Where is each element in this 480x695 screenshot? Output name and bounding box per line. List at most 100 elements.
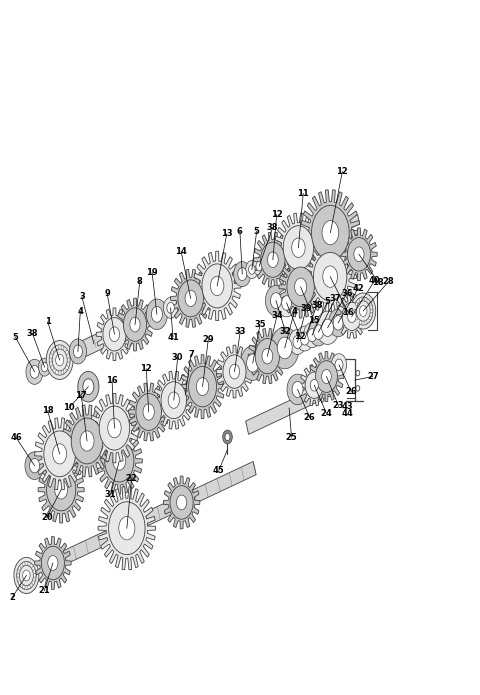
Circle shape <box>14 557 39 594</box>
Circle shape <box>49 358 52 362</box>
Polygon shape <box>76 329 109 359</box>
Circle shape <box>229 364 240 379</box>
Circle shape <box>369 302 371 306</box>
Circle shape <box>23 585 25 589</box>
Circle shape <box>38 358 51 376</box>
Circle shape <box>331 354 347 376</box>
Circle shape <box>255 338 279 374</box>
Text: 14: 14 <box>175 247 187 256</box>
Circle shape <box>41 546 64 580</box>
Circle shape <box>28 562 30 566</box>
Circle shape <box>26 359 43 384</box>
Circle shape <box>146 299 168 329</box>
Circle shape <box>210 276 224 295</box>
Circle shape <box>23 562 25 566</box>
Circle shape <box>360 320 362 325</box>
Polygon shape <box>239 215 360 280</box>
Circle shape <box>223 430 232 444</box>
Polygon shape <box>275 213 323 282</box>
Text: 38: 38 <box>311 301 323 310</box>
Circle shape <box>136 393 161 430</box>
Text: 20: 20 <box>41 513 53 522</box>
Circle shape <box>342 302 361 331</box>
Text: 41: 41 <box>167 332 179 341</box>
Circle shape <box>223 355 246 389</box>
Circle shape <box>238 268 247 281</box>
Text: 9: 9 <box>104 289 110 298</box>
Circle shape <box>355 316 358 320</box>
Text: 27: 27 <box>367 372 379 381</box>
Circle shape <box>53 443 67 464</box>
Text: 13: 13 <box>221 229 233 238</box>
Circle shape <box>287 267 314 306</box>
Text: 2: 2 <box>9 594 15 602</box>
Circle shape <box>289 329 306 354</box>
Text: 26: 26 <box>345 386 357 395</box>
Circle shape <box>323 266 337 287</box>
Text: 3: 3 <box>79 292 85 301</box>
Polygon shape <box>216 345 252 398</box>
Circle shape <box>277 289 296 317</box>
Polygon shape <box>170 270 211 327</box>
Circle shape <box>56 345 58 350</box>
Circle shape <box>310 379 318 391</box>
Circle shape <box>47 468 76 511</box>
Polygon shape <box>193 251 241 320</box>
Circle shape <box>225 434 230 441</box>
Circle shape <box>322 370 331 384</box>
Circle shape <box>143 404 155 420</box>
Text: 5: 5 <box>254 227 260 236</box>
Circle shape <box>80 431 94 451</box>
Circle shape <box>295 278 307 295</box>
Polygon shape <box>309 352 344 402</box>
Polygon shape <box>254 232 292 287</box>
Circle shape <box>66 366 68 370</box>
Polygon shape <box>248 329 287 384</box>
Circle shape <box>246 261 258 279</box>
Polygon shape <box>98 486 156 570</box>
Text: 44: 44 <box>341 409 353 418</box>
Text: 5: 5 <box>324 297 330 306</box>
Text: 29: 29 <box>203 335 214 344</box>
Text: 7: 7 <box>188 350 194 359</box>
Circle shape <box>23 570 30 581</box>
Circle shape <box>277 337 292 359</box>
Circle shape <box>130 317 140 332</box>
Circle shape <box>282 295 291 310</box>
Circle shape <box>241 345 265 380</box>
Text: 38: 38 <box>27 329 38 338</box>
Circle shape <box>369 316 371 320</box>
Text: 6: 6 <box>237 227 243 236</box>
Text: 22: 22 <box>126 474 137 482</box>
Circle shape <box>61 345 64 350</box>
Polygon shape <box>129 383 169 441</box>
Polygon shape <box>38 457 84 523</box>
Circle shape <box>196 377 209 395</box>
Circle shape <box>113 452 126 471</box>
Circle shape <box>365 297 367 302</box>
Text: 32: 32 <box>280 327 291 336</box>
Circle shape <box>18 566 21 570</box>
Circle shape <box>167 302 174 313</box>
Circle shape <box>300 332 309 345</box>
Circle shape <box>46 341 73 379</box>
Circle shape <box>51 366 54 370</box>
Text: 26: 26 <box>304 413 315 422</box>
Circle shape <box>313 325 324 339</box>
Circle shape <box>108 502 145 555</box>
Text: 31: 31 <box>105 490 117 499</box>
Text: 16: 16 <box>343 309 354 317</box>
Circle shape <box>360 306 367 316</box>
Text: 18: 18 <box>372 277 384 286</box>
Circle shape <box>177 495 187 510</box>
Text: 16: 16 <box>106 376 118 385</box>
Circle shape <box>78 371 99 402</box>
Circle shape <box>315 361 337 393</box>
Circle shape <box>313 252 347 301</box>
Circle shape <box>17 573 19 578</box>
Text: 42: 42 <box>352 284 364 293</box>
Polygon shape <box>336 295 367 338</box>
Circle shape <box>328 309 348 337</box>
Circle shape <box>354 247 364 262</box>
Circle shape <box>18 581 21 584</box>
